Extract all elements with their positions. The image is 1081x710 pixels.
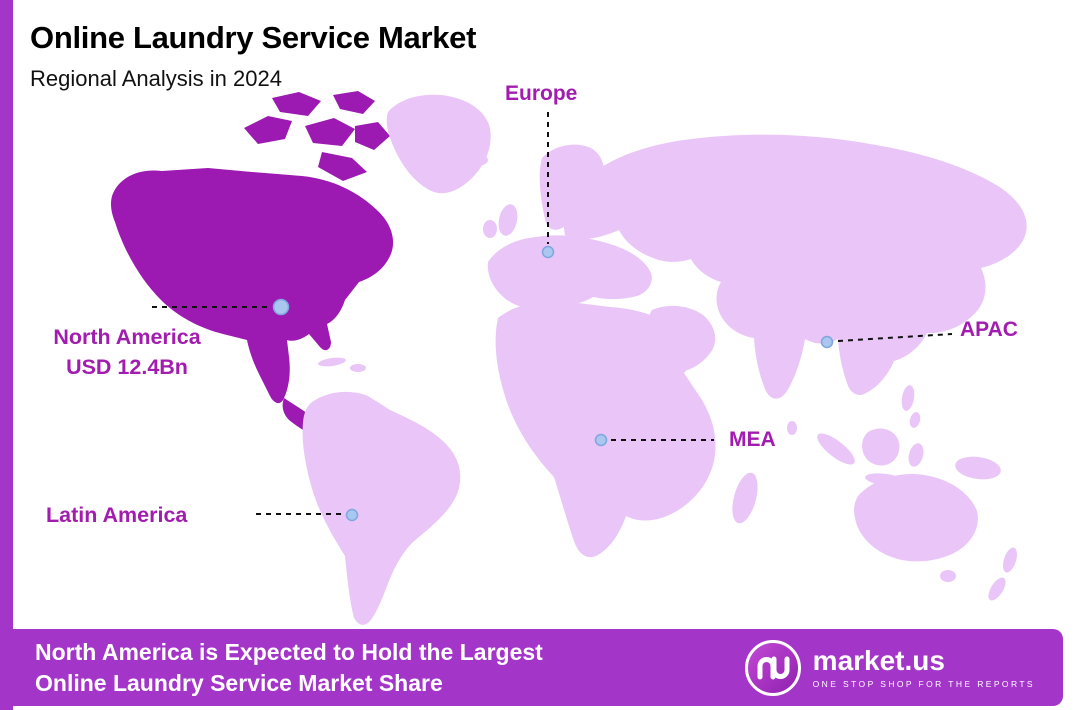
page-title: Online Laundry Service Market bbox=[30, 20, 477, 55]
brand-tagline: ONE STOP SHOP FOR THE REPORTS bbox=[812, 678, 1035, 689]
south-america-landmass bbox=[302, 391, 461, 625]
apac-marker-dot bbox=[820, 335, 834, 349]
borneo-landmass bbox=[862, 428, 900, 466]
philippines-landmass bbox=[901, 385, 915, 411]
latin-america-marker-dot bbox=[345, 508, 359, 522]
footer-headline-line1: North America is Expected to Hold the La… bbox=[35, 638, 543, 665]
brand-name: market.us bbox=[812, 644, 945, 676]
region-label-apac: APAC bbox=[960, 318, 1018, 341]
australia-landmass bbox=[854, 474, 1017, 601]
scandinavia-landmass bbox=[539, 144, 604, 230]
footer-headline-line2: Online Laundry Service Market Share bbox=[35, 669, 443, 696]
page-subtitle: Regional Analysis in 2024 bbox=[30, 66, 282, 91]
sumatra-landmass bbox=[817, 433, 855, 465]
north-america-marker-dot bbox=[272, 298, 290, 316]
caribbean-islands bbox=[318, 357, 366, 372]
brand-text: market.us ONE STOP SHOP FOR THE REPORTS bbox=[812, 644, 1035, 689]
marketus-logo-icon bbox=[744, 639, 801, 696]
africa-landmass bbox=[495, 301, 758, 558]
footer-banner: North America is Expected to Hold the La… bbox=[13, 629, 1063, 706]
britain-landmass bbox=[498, 204, 518, 236]
tasmania-landmass bbox=[940, 570, 956, 582]
europe-landmass bbox=[483, 144, 652, 309]
sulawesi-landmass bbox=[908, 443, 924, 467]
arctic-islands bbox=[244, 91, 390, 181]
japan-landmass bbox=[927, 278, 949, 314]
region-label-latin-america: Latin America bbox=[46, 503, 188, 527]
greenland-landmass bbox=[386, 94, 491, 194]
southeast-asia-islands bbox=[817, 385, 1001, 487]
footer-headline: North America is Expected to Hold the La… bbox=[35, 637, 543, 699]
new-zealand-landmass bbox=[1003, 547, 1017, 573]
madagascar-landmass bbox=[732, 472, 758, 524]
left-accent-stripe bbox=[0, 0, 13, 710]
north-america-label: North America bbox=[53, 325, 201, 349]
europe-marker-dot bbox=[541, 245, 555, 259]
sri-lanka-landmass bbox=[787, 421, 797, 435]
mea-marker-dot bbox=[594, 433, 608, 447]
region-label-europe: Europe bbox=[505, 82, 578, 105]
north-america-value: USD 12.4Bn bbox=[66, 355, 188, 379]
region-label-north-america: North America USD 12.4Bn bbox=[26, 322, 228, 382]
header: Online Laundry Service Market Regional A… bbox=[30, 20, 476, 92]
ireland-landmass bbox=[483, 220, 497, 238]
new-guinea-landmass bbox=[955, 456, 1001, 480]
north-america-landmass bbox=[111, 91, 394, 443]
region-label-mea: MEA bbox=[729, 428, 776, 451]
iceland-landmass bbox=[466, 154, 488, 166]
brand-block: market.us ONE STOP SHOP FOR THE REPORTS bbox=[744, 639, 1035, 697]
